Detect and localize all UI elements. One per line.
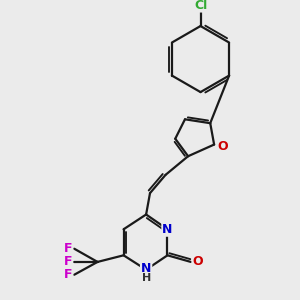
Text: F: F — [64, 242, 72, 255]
Text: N: N — [141, 262, 151, 275]
Text: F: F — [64, 268, 72, 281]
Text: N: N — [162, 223, 173, 236]
Text: Cl: Cl — [194, 0, 207, 11]
Text: O: O — [193, 255, 203, 268]
Text: F: F — [64, 255, 72, 268]
Text: O: O — [218, 140, 228, 153]
Text: H: H — [142, 273, 151, 283]
